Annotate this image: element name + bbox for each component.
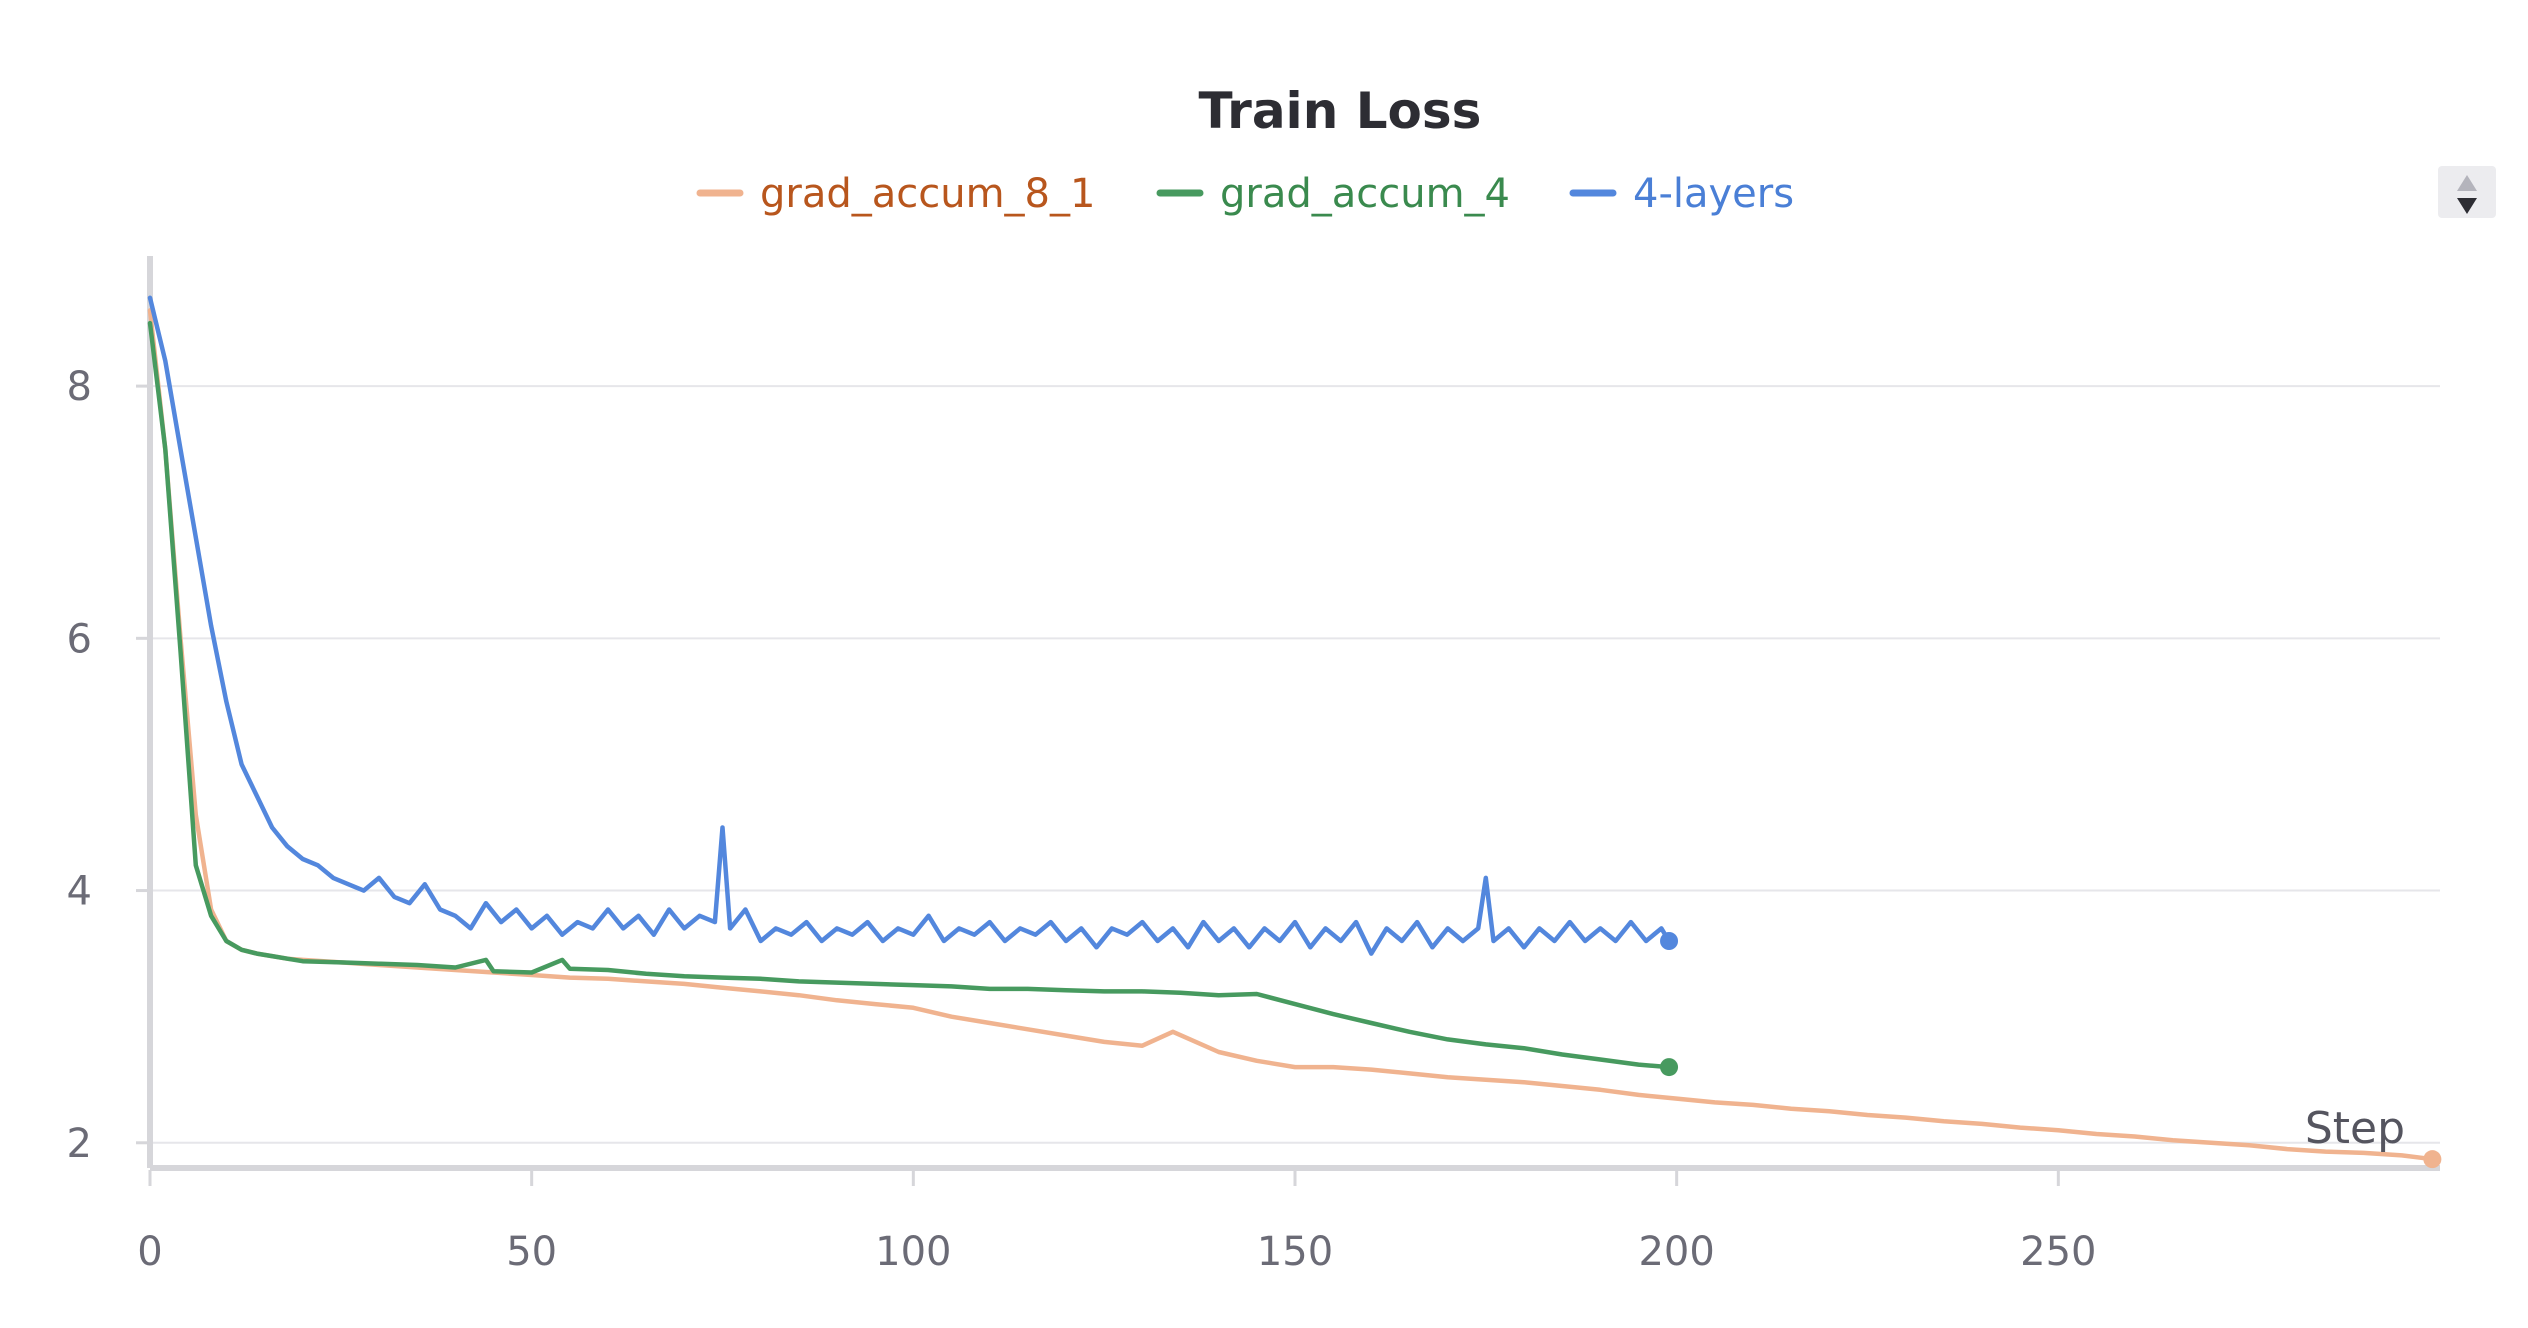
- x-axis-label: Step: [2305, 1103, 2405, 1154]
- axes: [147, 256, 2440, 1171]
- legend-label: 4-layers: [1633, 171, 1794, 217]
- x-tick-label: 0: [137, 1229, 162, 1275]
- x-tick-label: 150: [1257, 1229, 1333, 1275]
- y-axis-ticks: 2 4 6 8: [67, 364, 150, 1167]
- series-line-grad_accum_8_1: [147, 308, 2435, 1162]
- series-end-point-grad_accum_8_1: [2423, 1150, 2442, 1169]
- series-end-point-grad_accum_4: [1660, 1058, 1679, 1077]
- scroll-arrows-icon[interactable]: [2438, 166, 2496, 218]
- legend-item-4-layers[interactable]: 4-layers: [1569, 171, 1794, 217]
- legend-label: grad_accum_8_1: [760, 171, 1095, 217]
- grid-lines: [150, 385, 2440, 1144]
- scroll-arrows-background: [2438, 166, 2496, 218]
- x-axis-ticks: 0 50 100 150 200 250: [137, 1170, 2097, 1275]
- x-tick-label: 100: [875, 1229, 951, 1275]
- y-tick-label: 6: [67, 616, 92, 662]
- legend-item-grad_accum_8_1[interactable]: grad_accum_8_1: [696, 171, 1095, 217]
- series-line-4-layers: [147, 295, 1672, 956]
- y-tick-label: 2: [67, 1121, 92, 1167]
- y-tick-label: 4: [67, 869, 92, 915]
- legend[interactable]: grad_accum_8_1 grad_accum_4 4-layers: [696, 171, 1794, 217]
- scroll-up-icon[interactable]: [2457, 175, 2477, 191]
- series-lines: [147, 295, 2442, 1169]
- x-tick-label: 250: [2020, 1229, 2096, 1275]
- x-tick-label: 50: [506, 1229, 557, 1275]
- series-end-point-4-layers: [1660, 932, 1679, 950]
- x-tick-label: 200: [1638, 1229, 1714, 1275]
- scroll-down-icon[interactable]: [2457, 198, 2477, 214]
- y-tick-label: 8: [67, 364, 92, 410]
- legend-item-grad_accum_4[interactable]: grad_accum_4: [1156, 171, 1510, 217]
- series-line-grad_accum_4: [147, 320, 1672, 1070]
- chart-title: Train Loss: [1199, 82, 1482, 140]
- legend-label: grad_accum_4: [1220, 171, 1510, 217]
